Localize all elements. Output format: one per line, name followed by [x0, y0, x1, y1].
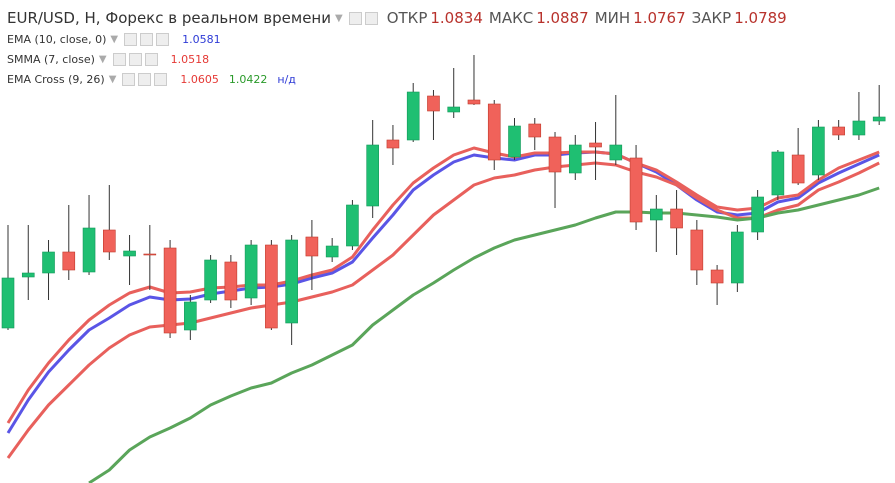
candle-body: [123, 250, 136, 257]
ohlc-label: МАКС: [488, 9, 534, 27]
settings-icon[interactable]: [140, 33, 154, 46]
candle-body: [589, 142, 602, 148]
ohlc-value: 1.0767: [633, 9, 686, 27]
candle-body: [548, 136, 562, 173]
candle-body: [751, 196, 764, 233]
settings-icon[interactable]: [364, 11, 378, 25]
ohlc-label: ОТКР: [386, 9, 428, 27]
indicator-legend: EMA Cross (9, 26) ▼ 1.0605 1.0422 н/д: [7, 73, 296, 86]
indicator-value: 1.0581: [182, 33, 221, 46]
settings-icon[interactable]: [128, 53, 142, 66]
candle-body: [467, 99, 481, 105]
candle-body: [305, 236, 319, 257]
candle-body: [791, 154, 805, 184]
indicator-name: EMA Cross (9, 26): [7, 73, 105, 86]
candle-body: [447, 106, 461, 113]
candle-body: [265, 244, 278, 329]
candle-body: [670, 208, 683, 229]
ohlc-label: ЗАКР: [691, 9, 732, 27]
indicator-name: EMA (10, close, 0): [7, 33, 107, 46]
indicator-value: 1.0605: [180, 73, 219, 86]
indicator-legend: EMA (10, close, 0) ▼ 1.0581: [7, 33, 221, 46]
ohlc-value: 1.0834: [430, 9, 483, 27]
candle-body: [629, 157, 643, 223]
visibility-icon[interactable]: [348, 11, 362, 25]
symbol-title: EUR/USD, H, Форекс в реальном времени: [7, 9, 331, 27]
indicator-line: [6, 161, 880, 459]
ohlc-label: МИН: [594, 9, 631, 27]
candle-body: [427, 95, 440, 112]
candle-body: [184, 301, 197, 331]
candle-body: [731, 231, 744, 284]
candle-body: [650, 208, 663, 221]
header: EUR/USD, H, Форекс в реальном времени ▼ …: [7, 9, 787, 27]
settings-icon[interactable]: [138, 73, 152, 86]
candle-body: [406, 91, 420, 141]
candle-body: [285, 239, 298, 324]
candle-body: [508, 125, 521, 158]
menu-caret[interactable]: ▼: [110, 34, 119, 45]
candle-body: [832, 126, 845, 136]
menu-caret[interactable]: ▼: [98, 54, 107, 65]
candle-body: [386, 139, 400, 149]
candle-body: [1, 277, 15, 329]
indicator-legend: SMMA (7, close) ▼ 1.0518: [7, 53, 209, 66]
visibility-icon[interactable]: [124, 33, 138, 46]
indicator-value: 1.0422: [228, 73, 268, 86]
candle-body: [812, 126, 825, 176]
indicator-line: [6, 150, 880, 434]
candle-body: [366, 144, 379, 207]
indicator-line: [88, 186, 880, 483]
candle-body: [163, 247, 177, 334]
candle-body: [568, 144, 582, 174]
ohlc-value: 1.0887: [536, 9, 589, 27]
candle-body: [487, 103, 501, 161]
menu-caret[interactable]: ▼: [108, 74, 117, 85]
remove-icon[interactable]: [156, 33, 170, 46]
candle-body: [325, 245, 339, 258]
candle-body: [82, 227, 96, 273]
candle-body: [244, 244, 258, 299]
candle-body: [103, 229, 116, 253]
candle-body: [609, 144, 623, 161]
ohlc-value: 1.0789: [734, 9, 787, 27]
candle-body: [42, 251, 55, 274]
candle-body: [204, 259, 217, 301]
candle-body: [62, 251, 76, 271]
candle-body: [771, 151, 785, 196]
indicator-value: н/д: [277, 73, 296, 86]
indicator-name: SMMA (7, close): [7, 53, 95, 66]
remove-icon[interactable]: [154, 73, 168, 86]
indicator-line: [6, 146, 880, 424]
candle-body: [224, 261, 238, 301]
candle-body: [346, 204, 359, 247]
visibility-icon[interactable]: [122, 73, 136, 86]
indicator-value: 1.0518: [170, 53, 210, 66]
remove-icon[interactable]: [144, 53, 158, 66]
candle-body: [21, 272, 35, 278]
candle-body: [852, 120, 866, 136]
candle-body: [872, 116, 886, 122]
candle-body: [690, 229, 704, 271]
candle-body: [143, 253, 157, 256]
candle-body: [710, 269, 724, 284]
visibility-icon[interactable]: [112, 53, 126, 66]
candle-body: [528, 123, 542, 138]
menu-caret[interactable]: ▼: [335, 12, 343, 24]
